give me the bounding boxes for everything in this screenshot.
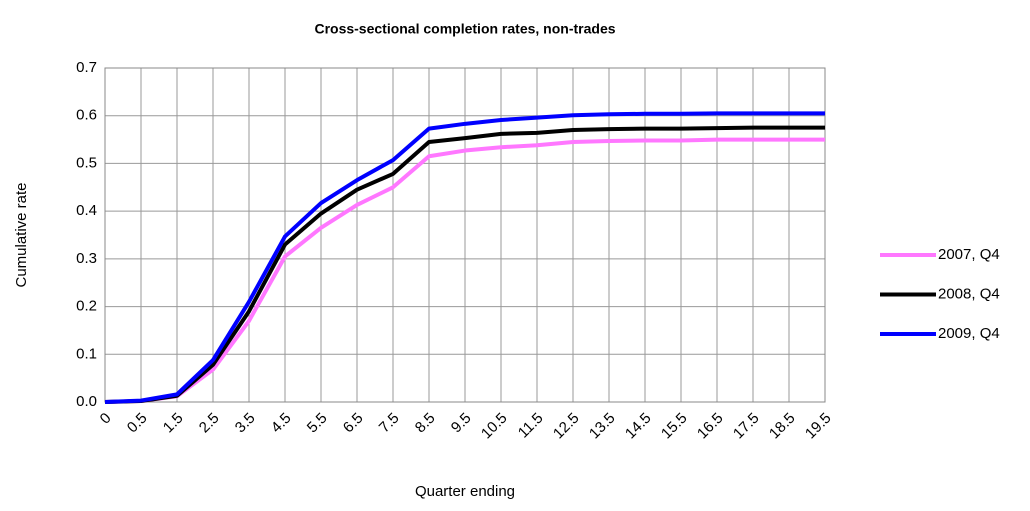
y-tick-label: 0.7: [76, 59, 97, 76]
x-tick-label: 17.5: [730, 410, 763, 443]
x-tick-label: 16.5: [694, 410, 727, 443]
x-tick-label: 2.5: [196, 410, 223, 437]
y-tick-label: 0.5: [76, 154, 97, 171]
y-tick-label: 0.4: [76, 202, 97, 219]
x-tick-label: 9.5: [448, 410, 475, 437]
x-tick-label: 12.5: [550, 410, 583, 443]
x-tick-label: 11.5: [515, 410, 547, 442]
y-tick-label: 0.0: [76, 393, 97, 410]
legend-label: 2009, Q4: [938, 325, 1000, 342]
plot-border: [104, 67, 826, 403]
x-tick-label: 19.5: [802, 410, 835, 443]
line-series: [104, 125, 825, 404]
x-tick-label: 13.5: [586, 410, 619, 443]
x-axis-label: Quarter ending: [415, 483, 515, 500]
y-tick-label: 0.6: [76, 107, 97, 124]
x-tick-label: 4.5: [268, 410, 295, 437]
x-tick-label: 8.5: [412, 410, 439, 437]
x-tick-label: 5.5: [304, 410, 331, 437]
x-tick-label: 0.5: [124, 410, 151, 437]
x-tick-label: 18.5: [766, 410, 799, 443]
x-tick-label: 7.5: [376, 410, 403, 437]
line-series: [104, 137, 825, 404]
legend-label: 2007, Q4: [938, 246, 1000, 263]
x-tick-label: 15.5: [658, 410, 691, 443]
x-tick-label: 14.5: [622, 410, 655, 443]
x-tick-label: 1.5: [160, 410, 187, 437]
y-axis-label: Cumulative rate: [13, 182, 30, 287]
legend-label: 2008, Q4: [938, 285, 1000, 302]
x-tick-label: 3.5: [232, 410, 259, 437]
line-series: [104, 111, 825, 404]
chart-title: Cross-sectional completion rates, non-tr…: [314, 21, 615, 37]
x-tick-label: 6.5: [340, 410, 367, 437]
y-tick-label: 0.2: [76, 298, 97, 315]
y-tick-label: 0.1: [76, 345, 97, 362]
y-tick-label: 0.3: [76, 250, 97, 267]
x-tick-label: 0: [97, 410, 115, 428]
x-tick-label: 10.5: [478, 410, 511, 443]
